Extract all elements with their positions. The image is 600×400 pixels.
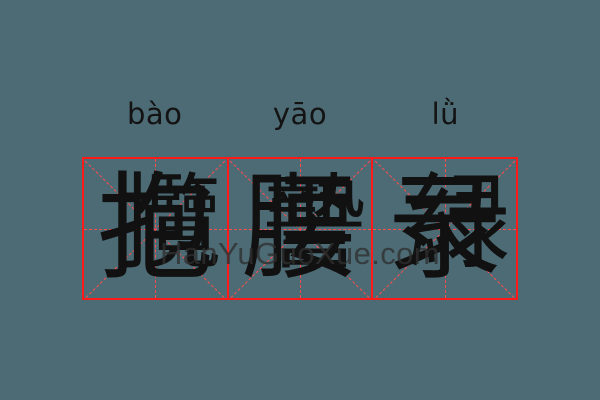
character-glyph-2: 腰 xyxy=(242,160,358,296)
character-overlay-3: 緑 xyxy=(406,161,511,284)
pinyin-cell-1: bào xyxy=(82,92,227,136)
grid-cell-1: 攬 抱 xyxy=(84,159,229,298)
grid-cell-3: 緑 录 xyxy=(373,159,517,298)
pinyin-text-3: lǜ xyxy=(431,96,460,131)
pinyin-row: bào yāo lǜ xyxy=(82,92,518,136)
character-overlay-2: 謺 xyxy=(262,161,367,284)
pinyin-cell-2: yāo xyxy=(227,92,372,136)
pinyin-text-1: bào xyxy=(126,96,183,131)
pinyin-cell-3: lǜ xyxy=(373,92,518,136)
grid-cell-2: 謺 腰 xyxy=(228,159,374,298)
character-overlay-1: 攬 xyxy=(117,161,222,284)
character-glyph-3: 录 xyxy=(386,160,503,296)
pinyin-text-2: yāo xyxy=(272,96,328,131)
character-glyph-1: 抱 xyxy=(97,160,214,296)
tianzige-grid: 攬 抱 謺 腰 緑 录 xyxy=(82,157,518,300)
